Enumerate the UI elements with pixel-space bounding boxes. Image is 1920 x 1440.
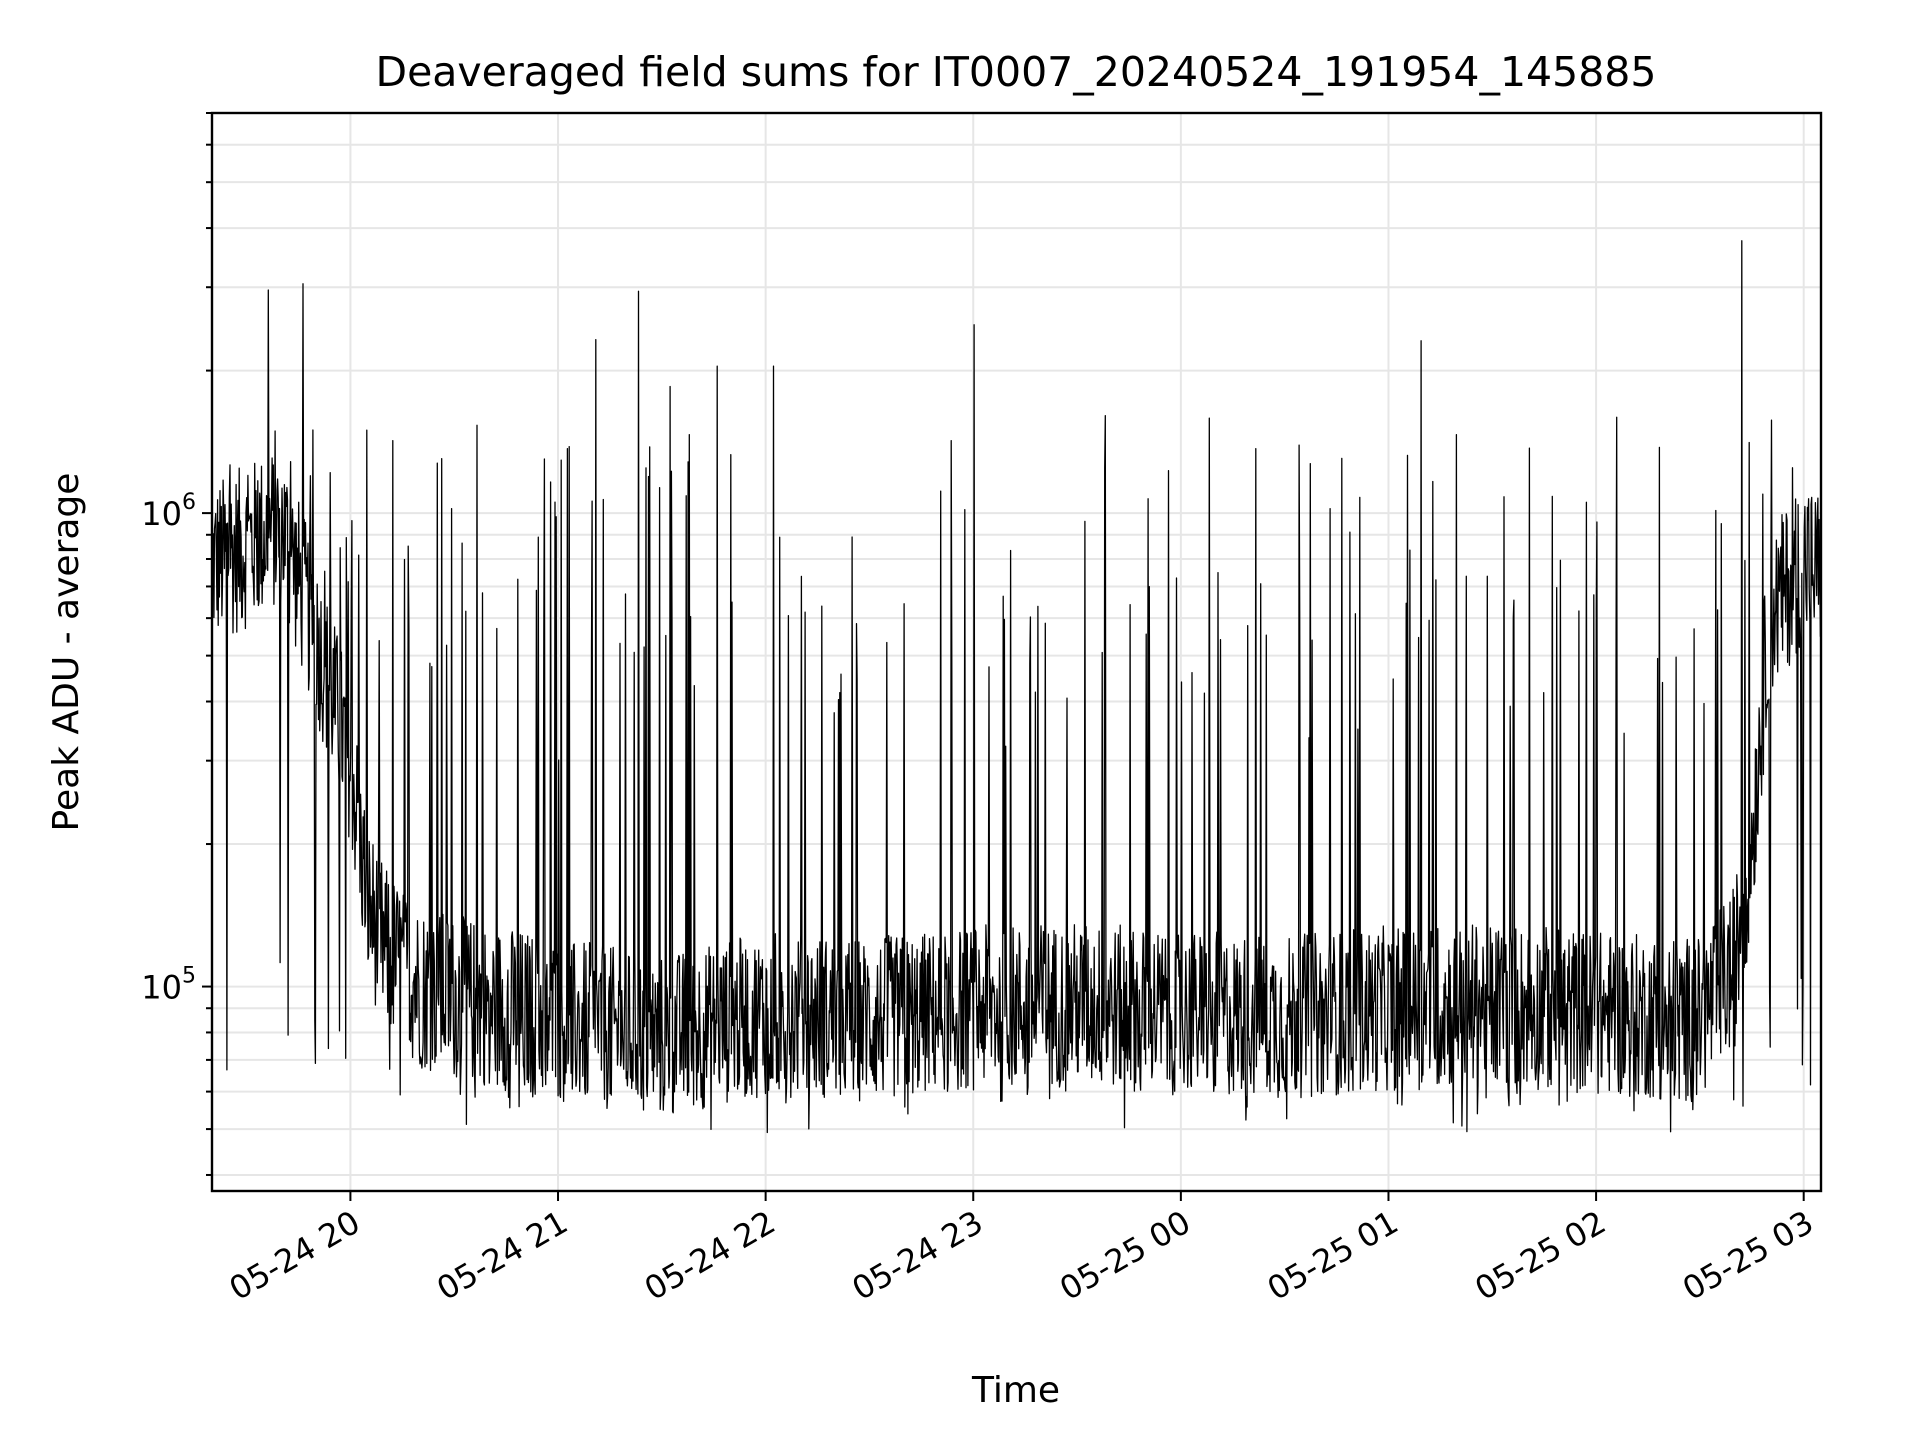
plot-frame	[210, 111, 1823, 1193]
series-group	[211, 240, 1822, 1134]
y-axis-label: Peak ADU - average	[46, 473, 87, 832]
chart-title: Deaveraged field sums for IT0007_2024052…	[376, 48, 1657, 96]
y-tick-label: 106	[141, 490, 196, 533]
y-tick-base: 10	[141, 495, 182, 533]
series-line	[211, 240, 1822, 1134]
y-tick-exp: 5	[182, 964, 196, 989]
y-tick-exp: 6	[182, 490, 196, 515]
y-tick-base: 10	[141, 969, 182, 1007]
x-axis-label: Time	[971, 1370, 1060, 1411]
y-tick-label: 105	[141, 964, 196, 1007]
